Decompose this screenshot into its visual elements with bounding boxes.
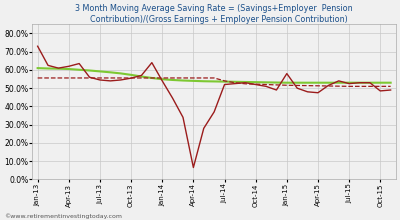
Text: ©www.retirementinvestingtoday.com: ©www.retirementinvestingtoday.com [4, 213, 122, 219]
Title: 3 Month Moving Average Saving Rate = (Savings+Employer  Pension
    Contribution: 3 Month Moving Average Saving Rate = (Sa… [75, 4, 353, 24]
